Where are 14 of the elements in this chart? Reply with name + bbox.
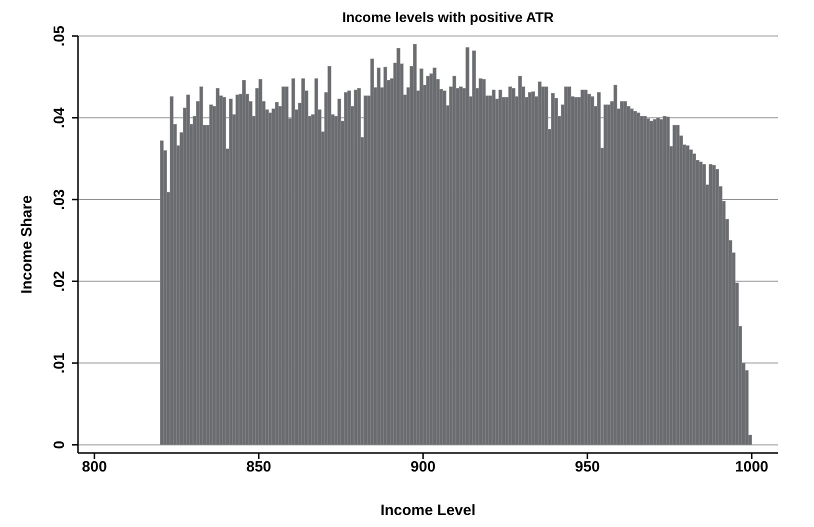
x-tick-label: 900: [410, 458, 436, 476]
x-tick-label: 800: [82, 458, 107, 476]
y-axis-title: Income Share: [18, 195, 36, 294]
y-tick-label: .02: [51, 270, 68, 292]
y-tick-label: 0: [51, 440, 68, 449]
x-axis-title: Income Level: [380, 502, 476, 519]
x-tick-label: 1000: [735, 458, 768, 476]
y-tick-label: .03: [51, 189, 68, 210]
x-tick-label: 950: [574, 458, 600, 476]
y-tick-label: .05: [51, 26, 68, 46]
chart-title: Income levels with positive ATR: [341, 8, 555, 26]
y-tick-label: .01: [51, 352, 68, 374]
x-tick-label: 850: [246, 458, 272, 476]
y-tick-label: .04: [51, 106, 68, 128]
